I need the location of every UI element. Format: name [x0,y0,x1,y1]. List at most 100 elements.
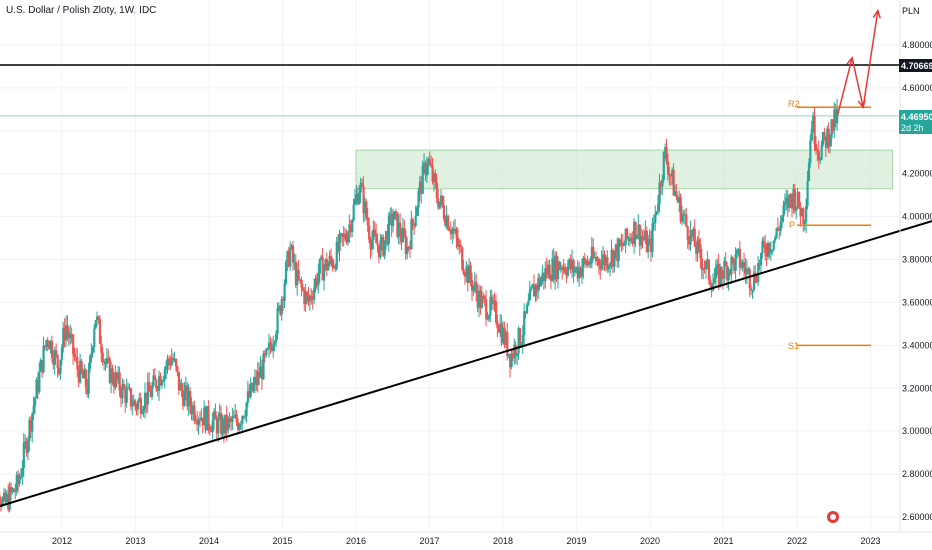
consolidation-zone [355,149,894,190]
candle-body [779,221,782,231]
candle-body [740,266,743,268]
candle-body [664,147,667,152]
candle-body [117,372,120,381]
candle-body [193,405,196,421]
candle-body [86,387,89,395]
candle-body [390,213,393,227]
candle-body [833,109,836,131]
candle-body [306,292,309,296]
candle-body [432,173,436,182]
candle-body [331,260,334,268]
candle-body [482,295,485,297]
candle-body [672,169,675,196]
candle-body [497,328,500,333]
x-tick-label: 2018 [493,536,513,546]
candle-body [504,332,508,345]
candle-body [382,236,385,256]
candle-body [115,372,118,381]
ascending-trendline[interactable] [0,220,932,508]
candle-body [83,369,86,379]
last-price-text: 4.469500 [901,112,932,122]
candle-body [820,144,823,160]
candle-body [547,264,550,275]
candle-body [180,383,183,392]
candle-body [456,237,460,247]
candle-body [826,128,829,148]
candle-body [108,358,111,383]
candle-body [733,259,736,271]
candle-body [293,261,296,263]
candle-body [259,366,262,378]
candle-body [545,268,548,275]
candle-body [665,147,668,162]
candle-body [407,246,410,248]
candle-body [256,371,259,385]
candle-body [45,340,48,348]
candle-body [129,388,133,407]
candle-body [596,258,599,262]
y-tick-label: 4.000000 [902,212,932,222]
candle-body [542,272,546,282]
candle-body [489,296,492,316]
candle-body [207,406,210,428]
candle-body [772,240,775,250]
candle-body [651,223,654,252]
candle-body [283,283,286,301]
candle-body [821,132,825,145]
candle-body [112,381,116,388]
candle-body [437,198,440,208]
candle-body [513,344,516,358]
candle-body [518,328,522,346]
candle-body [630,238,633,242]
candle-body [196,421,199,425]
candle-body [221,418,224,435]
candle-body [366,217,369,226]
projection-segment[interactable] [862,10,879,108]
candle-body [447,215,450,230]
candle-body [392,219,395,227]
candle-body [41,360,44,373]
candle-body [337,241,340,252]
candle-body [434,173,437,183]
candle-body [387,215,391,244]
candle-body [702,268,705,270]
candle-body [578,267,581,279]
candle-body [714,266,718,279]
candle-body [650,238,653,252]
projection-segment[interactable] [851,57,864,108]
candle-body [479,290,482,308]
candle-body [163,369,166,380]
candle-body [586,261,589,266]
candle-body [276,308,279,334]
candle-body [324,259,327,268]
candle-body [0,496,1,502]
candle-body [342,233,345,237]
candle-body [297,269,300,280]
candle-body [463,273,467,277]
candle-body [678,196,681,203]
candle-body [652,222,656,224]
candle-body [468,265,471,284]
candle-body [552,258,555,280]
candle-body [648,238,651,242]
candle-body [15,474,18,491]
candle-body [93,328,96,348]
candle-body [87,369,90,395]
candle-body [48,342,51,350]
candle-body [751,290,754,292]
candle-body [642,238,646,240]
candle-body [645,230,648,253]
candle-body [564,266,567,273]
candle-body [721,276,725,279]
x-tick-label: 2014 [199,536,219,546]
candle-body [120,390,123,399]
candle-body [441,195,444,206]
candle-body [616,244,619,262]
projection-segment[interactable] [836,57,853,116]
candle-body [273,342,276,345]
candle-body [783,202,787,205]
candle-body [18,477,21,484]
candle-body [344,233,347,239]
candle-body [789,194,792,199]
